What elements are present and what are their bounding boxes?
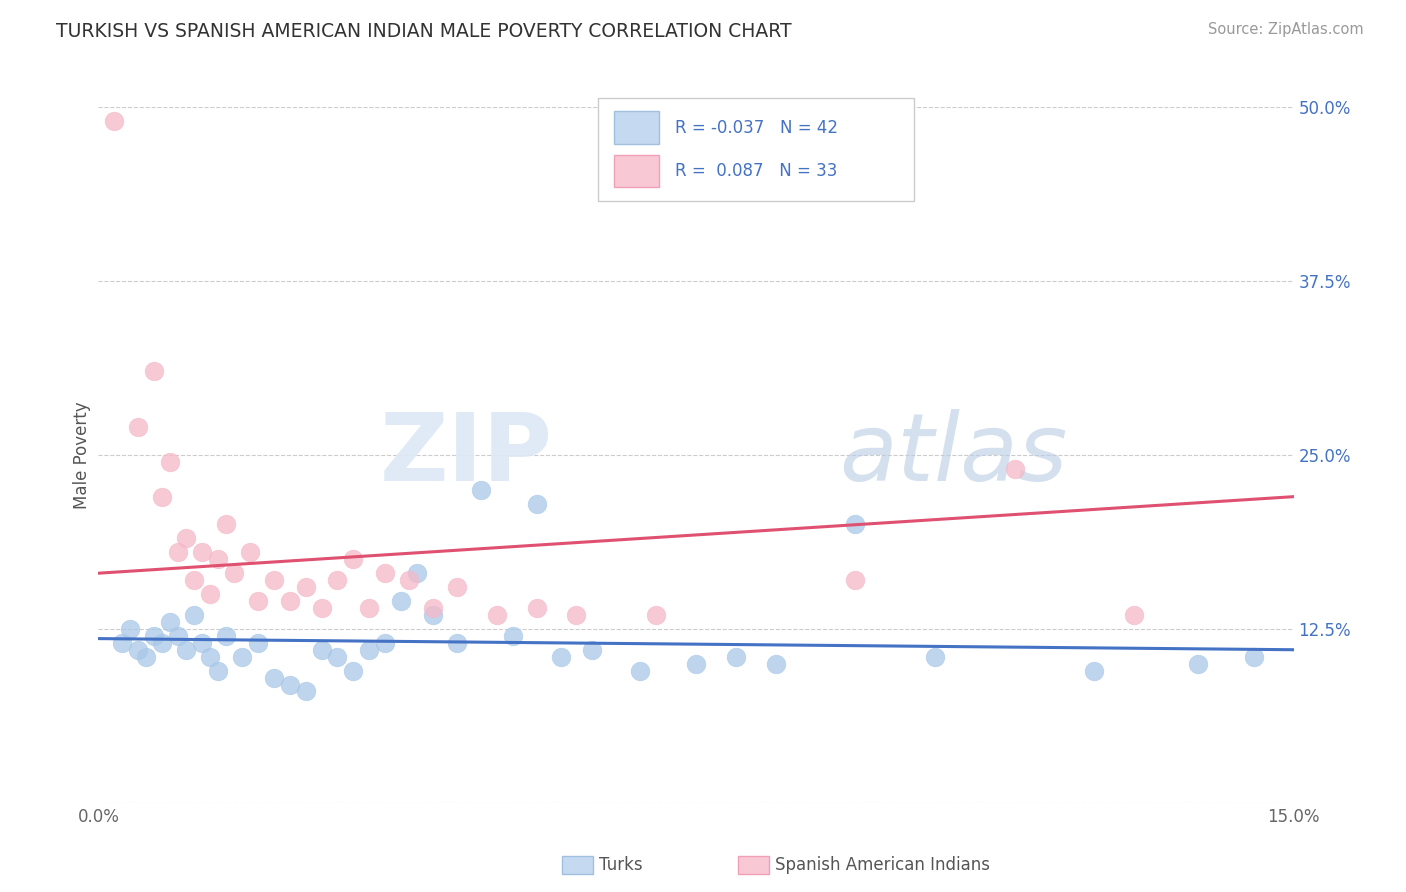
Point [326, 573, 349, 587]
Point [215, 629, 238, 643]
Point [446, 580, 468, 594]
Point [143, 364, 166, 378]
Point [174, 532, 197, 546]
Point [844, 517, 866, 532]
Point [198, 649, 221, 664]
Point [278, 594, 301, 608]
Point [844, 573, 866, 587]
Point [167, 629, 190, 643]
Point [159, 615, 181, 629]
Point [398, 573, 420, 587]
Point [685, 657, 707, 671]
Point [174, 642, 197, 657]
Point [342, 664, 364, 678]
Point [1004, 462, 1026, 476]
Point [111, 636, 134, 650]
Point [526, 497, 548, 511]
Point [150, 490, 173, 504]
Text: ZIP: ZIP [380, 409, 553, 501]
Point [359, 601, 381, 615]
Point [645, 607, 668, 622]
Text: R = -0.037   N = 42: R = -0.037 N = 42 [675, 119, 838, 136]
Text: R =  0.087   N = 33: R = 0.087 N = 33 [675, 162, 837, 180]
Point [765, 657, 787, 671]
Point [191, 636, 214, 650]
Point [207, 552, 229, 566]
Point [294, 684, 316, 698]
Text: Turks: Turks [599, 856, 643, 874]
Point [326, 649, 349, 664]
Point [389, 594, 412, 608]
Point [485, 607, 508, 622]
Point [502, 629, 524, 643]
Text: Spanish American Indians: Spanish American Indians [775, 856, 990, 874]
Point [422, 601, 444, 615]
Point [565, 607, 588, 622]
Point [222, 566, 245, 581]
Point [231, 649, 253, 664]
Point [183, 573, 205, 587]
Point [167, 545, 190, 559]
Point [127, 642, 149, 657]
Point [263, 671, 285, 685]
Point [1187, 657, 1209, 671]
Point [198, 587, 221, 601]
Point [724, 649, 747, 664]
Point [311, 642, 333, 657]
Point [159, 455, 181, 469]
Point [526, 601, 548, 615]
Text: TURKISH VS SPANISH AMERICAN INDIAN MALE POVERTY CORRELATION CHART: TURKISH VS SPANISH AMERICAN INDIAN MALE … [56, 22, 792, 41]
Point [143, 629, 166, 643]
Point [150, 636, 173, 650]
Text: Source: ZipAtlas.com: Source: ZipAtlas.com [1208, 22, 1364, 37]
Point [924, 649, 946, 664]
Point [1243, 649, 1265, 664]
Point [406, 566, 429, 581]
Point [239, 545, 262, 559]
Point [183, 607, 205, 622]
Point [215, 517, 238, 532]
Point [581, 642, 603, 657]
Point [278, 677, 301, 691]
Point [359, 642, 381, 657]
Point [342, 552, 364, 566]
Point [246, 594, 269, 608]
Point [422, 607, 444, 622]
Point [374, 566, 396, 581]
Point [263, 573, 285, 587]
Point [1123, 607, 1146, 622]
Point [470, 483, 492, 497]
Point [311, 601, 333, 615]
Point [120, 622, 142, 636]
Point [127, 420, 149, 434]
Point [550, 649, 572, 664]
Point [1083, 664, 1105, 678]
Point [628, 664, 651, 678]
Point [246, 636, 269, 650]
Point [103, 114, 125, 128]
Point [446, 636, 468, 650]
Point [294, 580, 316, 594]
Text: atlas: atlas [839, 409, 1067, 500]
Y-axis label: Male Poverty: Male Poverty [73, 401, 91, 508]
Point [135, 649, 157, 664]
Point [374, 636, 396, 650]
Point [191, 545, 214, 559]
Point [207, 664, 229, 678]
